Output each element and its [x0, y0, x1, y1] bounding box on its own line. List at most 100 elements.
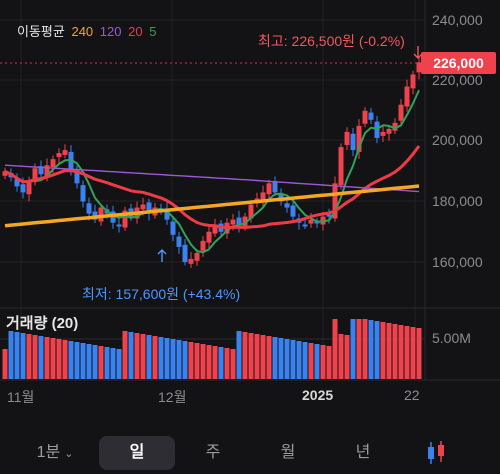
volume-bar: [386, 323, 392, 379]
candle-body: [410, 74, 416, 89]
candle-body: [248, 204, 254, 219]
candle-body: [308, 219, 314, 224]
candle-body: [290, 205, 296, 217]
ma240-line: [4, 184, 420, 228]
candle-body: [68, 151, 74, 172]
candle-body: [350, 133, 356, 151]
y-axis-label: 160,000: [432, 254, 483, 270]
volume-bar: [398, 325, 404, 379]
tab-month[interactable]: 월: [265, 436, 311, 470]
volume-bar: [230, 349, 236, 379]
candle-body: [362, 110, 368, 124]
candle-body: [326, 214, 332, 217]
y-axis-label: 240,000: [432, 12, 483, 28]
candle-body: [188, 258, 194, 264]
volume-bar: [206, 345, 212, 379]
legend-title: 이동평균: [17, 24, 65, 39]
candle-body: [170, 221, 176, 235]
x-axis-label: 12월: [158, 389, 187, 405]
volume-bar: [410, 327, 416, 379]
volume-bar: [182, 341, 188, 379]
moving-average-lines: [4, 89, 421, 254]
candle-body: [14, 179, 20, 187]
candle-body: [176, 236, 182, 247]
volume-bar: [404, 326, 410, 379]
volume-bar: [134, 333, 140, 379]
candle-body: [284, 203, 290, 208]
volume-title: 거래량 (20): [6, 315, 79, 332]
x-axis-label: 11월: [7, 389, 35, 405]
candle-body: [74, 169, 80, 184]
volume-bar: [86, 344, 92, 379]
volume-bar: [308, 343, 314, 379]
candle-body: [98, 207, 104, 222]
candle-body: [86, 203, 92, 214]
volume-bar: [278, 338, 284, 379]
candle-body: [368, 112, 374, 120]
high-arrow-icon: [413, 46, 423, 59]
candle-body: [380, 131, 386, 136]
volume-bar: [50, 338, 56, 379]
tab-week[interactable]: 주: [190, 436, 236, 470]
volume-bar: [74, 342, 80, 379]
moving-average-legend[interactable]: 이동평균 240 120 20 5: [17, 21, 159, 40]
tab-1min[interactable]: 1분 ⌄: [22, 436, 88, 470]
candle-body: [404, 86, 410, 107]
volume-bar: [56, 339, 62, 379]
volume-bar: [284, 339, 290, 379]
candle-body: [164, 208, 170, 220]
candle-body: [230, 219, 236, 225]
volume-bar: [92, 345, 98, 379]
volume-bar: [8, 331, 14, 379]
candle-body: [32, 168, 38, 183]
tab-year[interactable]: 년: [340, 436, 386, 470]
candlestick-icon[interactable]: [426, 440, 446, 466]
volume-bar: [242, 332, 248, 379]
volume-bar: [350, 319, 356, 379]
low-arrow-icon: [157, 249, 167, 262]
tab-label: 주: [205, 444, 221, 461]
volume-bar: [98, 346, 104, 379]
volume-bar: [374, 321, 380, 379]
candle-body: [2, 171, 8, 176]
ma5-line: [4, 89, 420, 254]
volume-bar: [188, 342, 194, 379]
volume-bar: [140, 334, 146, 379]
candle-body: [194, 252, 200, 261]
candle-body: [56, 153, 62, 158]
candle-body: [260, 192, 266, 201]
volume-bar: [332, 319, 338, 379]
volume-bar: [104, 347, 110, 379]
volume-bar: [392, 324, 398, 379]
candle-body: [398, 104, 404, 121]
tab-label: 월: [280, 444, 296, 461]
volume-bar: [266, 336, 272, 379]
volume-bar: [80, 343, 86, 379]
volume-bar: [254, 334, 260, 379]
candle-body: [344, 131, 350, 145]
candle-body: [140, 204, 146, 210]
candle-body: [392, 122, 398, 131]
period-tab-bar: 1분 ⌄ 일 주 월 년: [0, 432, 500, 474]
volume-bar: [110, 348, 116, 379]
volume-bar: [122, 331, 128, 379]
volume-bar: [320, 345, 326, 379]
legend-ma-5: 5: [149, 24, 157, 39]
volume-bar: [368, 320, 374, 379]
y-axis-label: 200,000: [432, 132, 483, 148]
y-axis-label: 220,000: [432, 72, 483, 88]
volume-bars: [2, 319, 422, 379]
candle-body: [416, 62, 422, 73]
volume-bar: [218, 347, 224, 379]
volume-bar: [272, 337, 278, 379]
ma20-line: [4, 145, 421, 229]
candle-body: [146, 202, 152, 214]
candle-body: [62, 150, 68, 155]
volume-bar: [146, 335, 152, 379]
volume-bar: [116, 349, 122, 379]
volume-bar: [14, 332, 20, 379]
legend-ma-240: 240: [71, 24, 94, 39]
volume-bar: [20, 333, 26, 379]
candle-body: [356, 125, 362, 152]
tab-day[interactable]: 일: [99, 436, 175, 470]
